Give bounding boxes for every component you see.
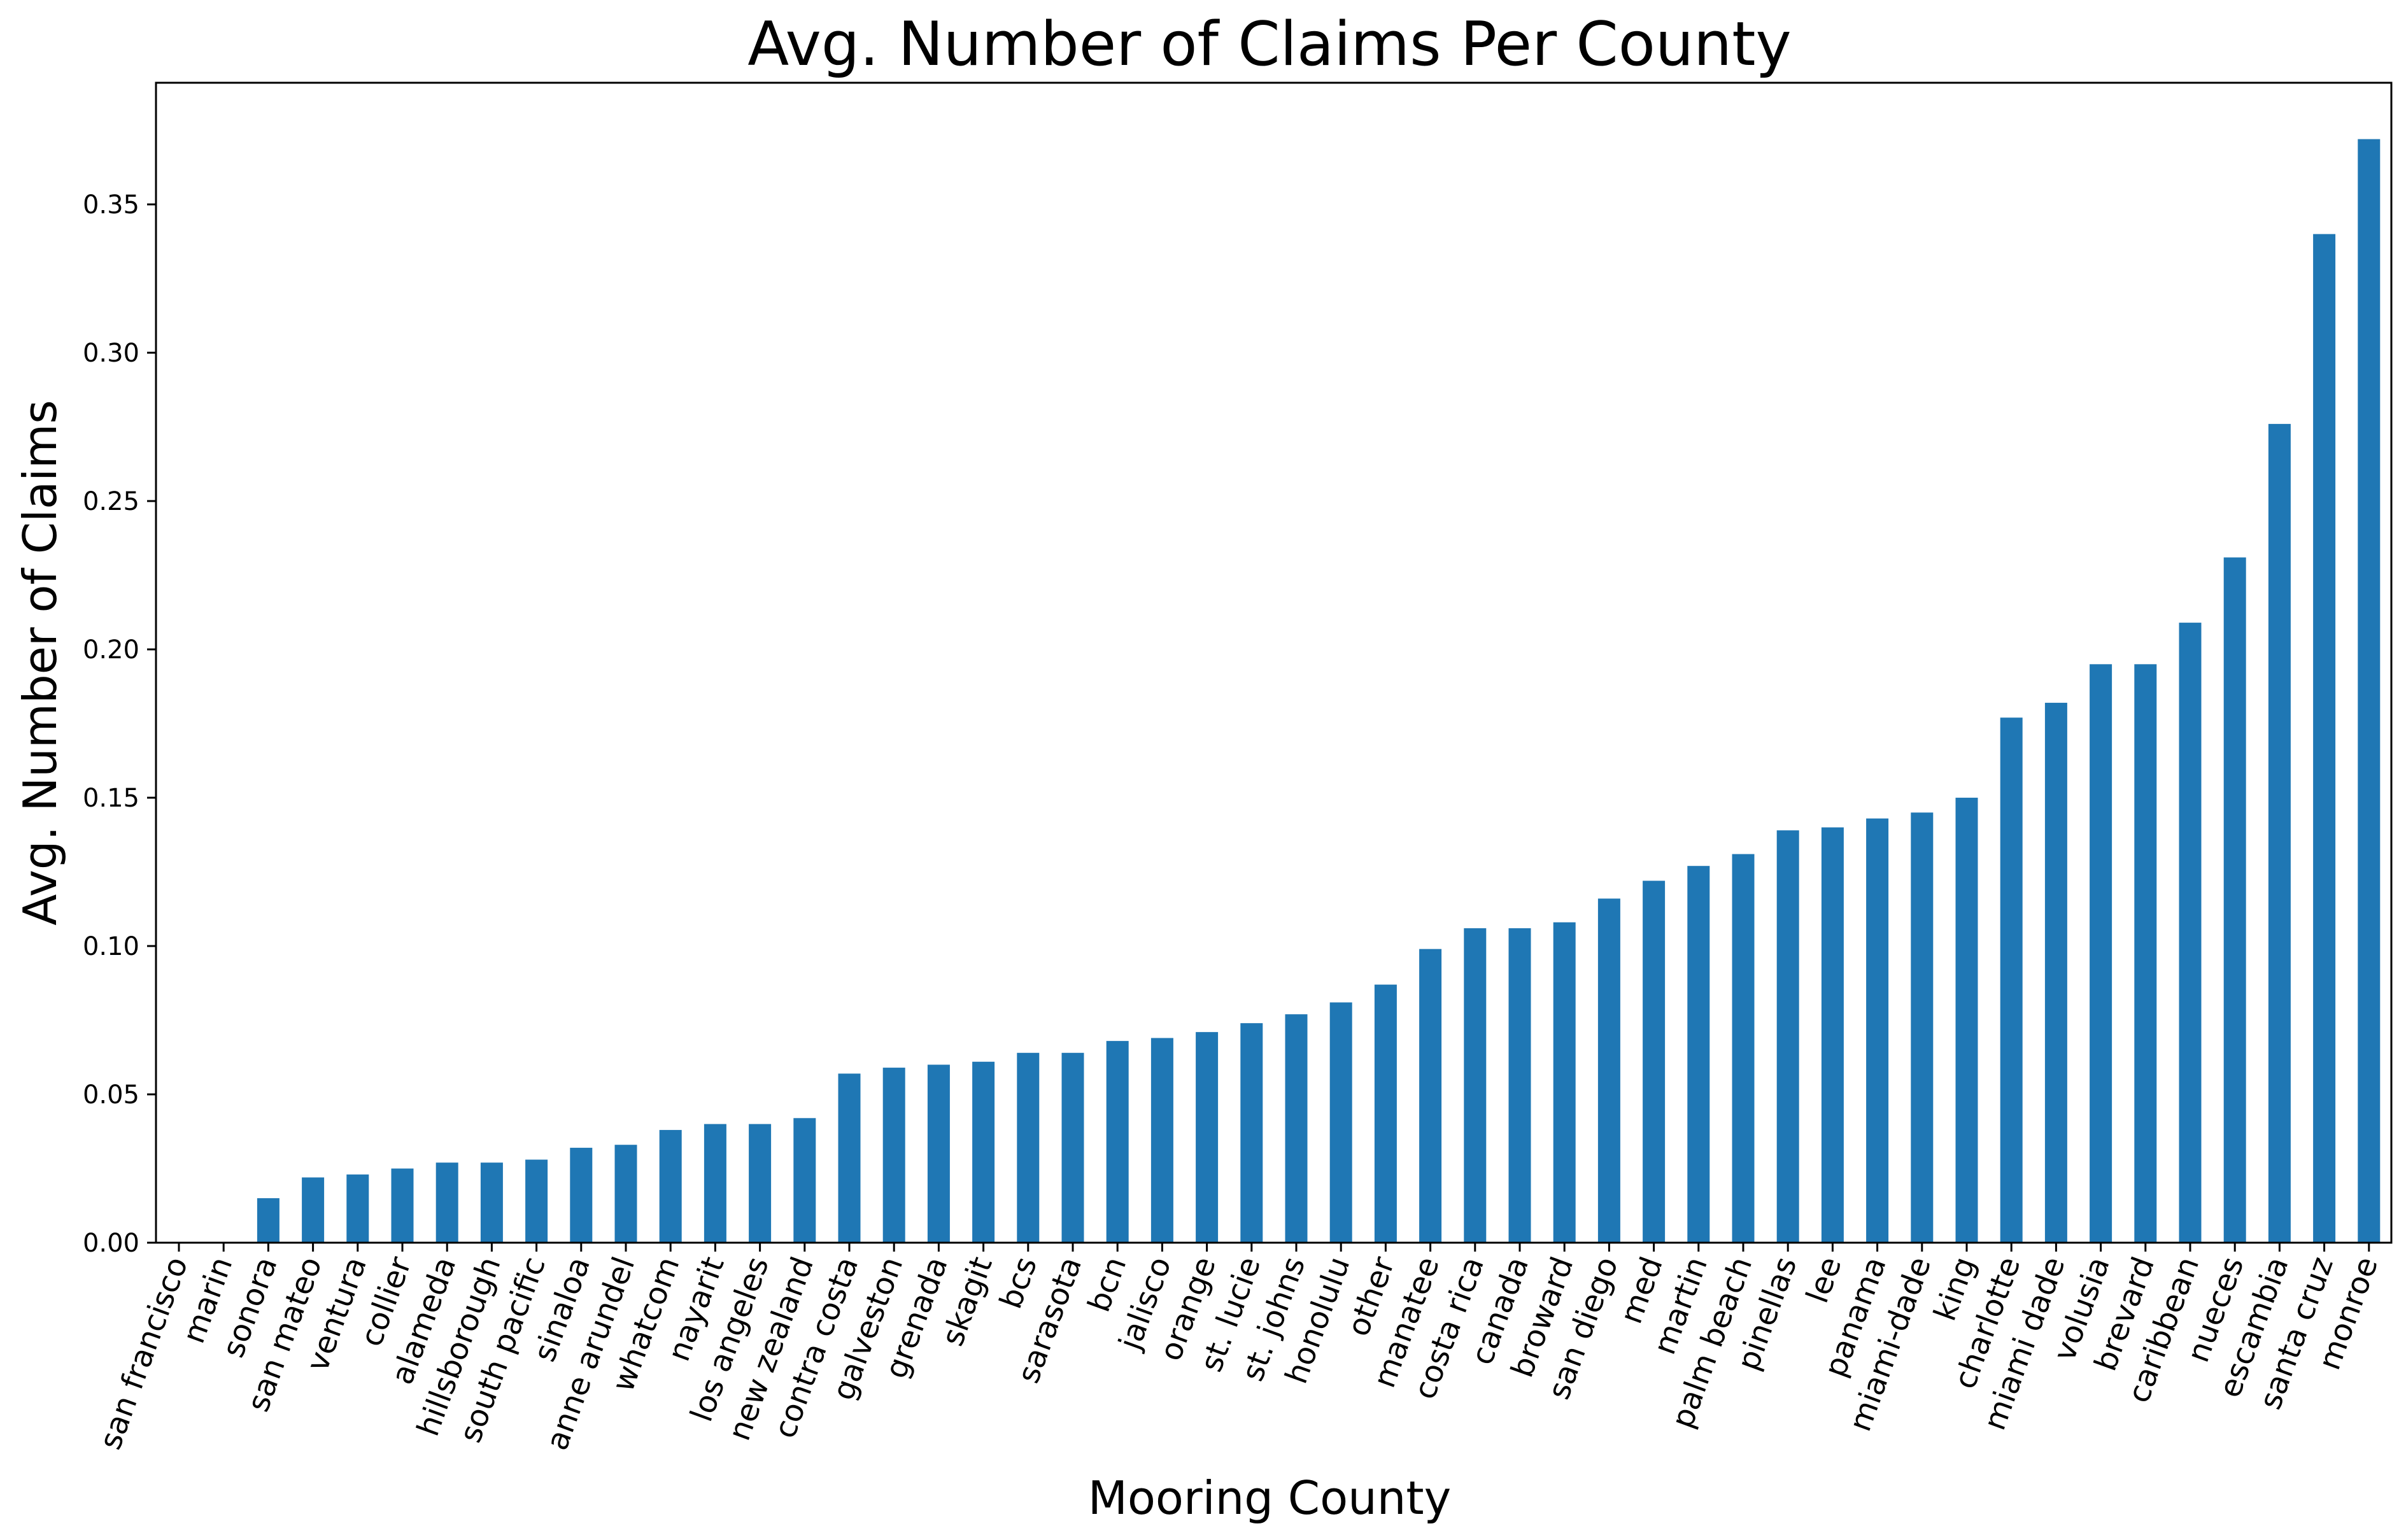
bar-king: [1955, 798, 1978, 1243]
bar-grenada: [927, 1064, 950, 1243]
bars-group: [257, 139, 2381, 1243]
bar-miami-dade: [2044, 702, 2067, 1243]
bar-contra-costa: [838, 1073, 861, 1243]
bar-lee: [1821, 827, 1844, 1243]
y-tick-label: 0.20: [83, 635, 139, 665]
x-tick-label: san francisco: [92, 1252, 195, 1454]
y-tick-label: 0.35: [83, 190, 139, 220]
bar-bcn: [1106, 1041, 1129, 1243]
bar-ventura: [346, 1174, 369, 1243]
bar-santa-cruz: [2313, 234, 2336, 1243]
bar-costa-rica: [1464, 928, 1487, 1243]
bar-collier: [391, 1168, 414, 1243]
bar-caribbean: [2179, 623, 2202, 1243]
y-tick-label: 0.10: [83, 932, 139, 961]
bar-st-johns: [1285, 1014, 1308, 1243]
bar-orange: [1196, 1032, 1219, 1243]
bar-charlotte: [2000, 717, 2023, 1243]
bar-sarasota: [1061, 1052, 1084, 1243]
bar-hillsborough: [480, 1162, 503, 1243]
bar-escambia: [2268, 423, 2291, 1243]
bar-sinaloa: [570, 1147, 593, 1243]
bar-new-zealand: [793, 1118, 816, 1243]
bar-nayarit: [704, 1124, 726, 1243]
bar-skagit: [972, 1061, 995, 1243]
y-tick-label: 0.25: [83, 487, 139, 516]
y-tick-label: 0.15: [83, 784, 139, 813]
bar-monroe: [2358, 139, 2381, 1243]
x-axis-label: Mooring County: [1088, 1471, 1451, 1525]
bar-alameda: [435, 1162, 458, 1243]
bar-anne-arundel: [614, 1145, 637, 1243]
y-tick-label: 0.00: [83, 1229, 139, 1258]
bar-san-diego: [1597, 898, 1620, 1243]
bar-whatcom: [659, 1129, 682, 1243]
y-tick-label: 0.30: [83, 339, 139, 368]
bar-bcs: [1017, 1052, 1040, 1243]
bar-other: [1374, 984, 1397, 1243]
bar-palm-beach: [1732, 854, 1755, 1243]
bar-miami-dade: [1911, 812, 1934, 1243]
y-tick-label: 0.05: [83, 1080, 139, 1110]
bar-manatee: [1419, 949, 1442, 1243]
bar-south-pacific: [525, 1159, 548, 1243]
chart-title: Avg. Number of Claims Per County: [747, 10, 1791, 80]
bar-los-angeles: [749, 1124, 772, 1243]
bar-volusia: [2090, 664, 2112, 1243]
bar-brevard: [2134, 664, 2157, 1243]
bar-panama: [1866, 818, 1889, 1243]
bar-sonora: [257, 1198, 280, 1243]
bar-canada: [1508, 928, 1531, 1243]
bar-galveston: [882, 1068, 905, 1243]
bar-pinellas: [1776, 830, 1799, 1243]
bar-san-mateo: [302, 1177, 325, 1243]
bar-st-lucie: [1240, 1023, 1263, 1243]
bar-martin: [1687, 866, 1710, 1243]
bar-nueces: [2223, 557, 2246, 1243]
bar-honolulu: [1329, 1002, 1352, 1243]
x-tick-label: lee: [1799, 1252, 1848, 1308]
bar-jalisco: [1150, 1038, 1173, 1243]
y-axis: 0.00 0.05 0.10 0.15 0.20 0.25 0.30 0.35: [83, 190, 156, 1258]
bar-med: [1643, 880, 1666, 1243]
plot-frame: [155, 81, 2393, 1244]
bar-broward: [1553, 922, 1576, 1243]
y-axis-label: Avg. Number of Claims: [13, 400, 67, 926]
